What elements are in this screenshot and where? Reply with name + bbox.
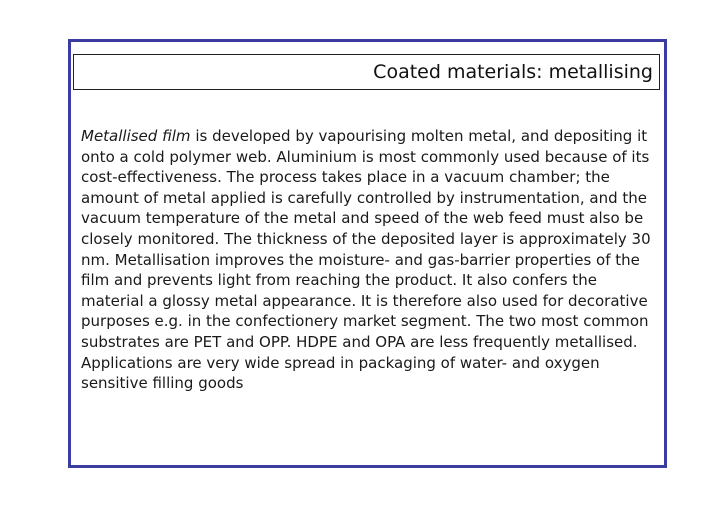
slide-title: Coated materials: metallising <box>373 61 653 83</box>
body-text: is developed by vapourising molten metal… <box>81 127 651 393</box>
slide-frame <box>68 39 667 468</box>
body-paragraph: Metallised film is developed by vapouris… <box>81 126 653 394</box>
body-term: Metallised film <box>81 127 191 145</box>
title-box: Coated materials: metallising <box>73 54 660 90</box>
